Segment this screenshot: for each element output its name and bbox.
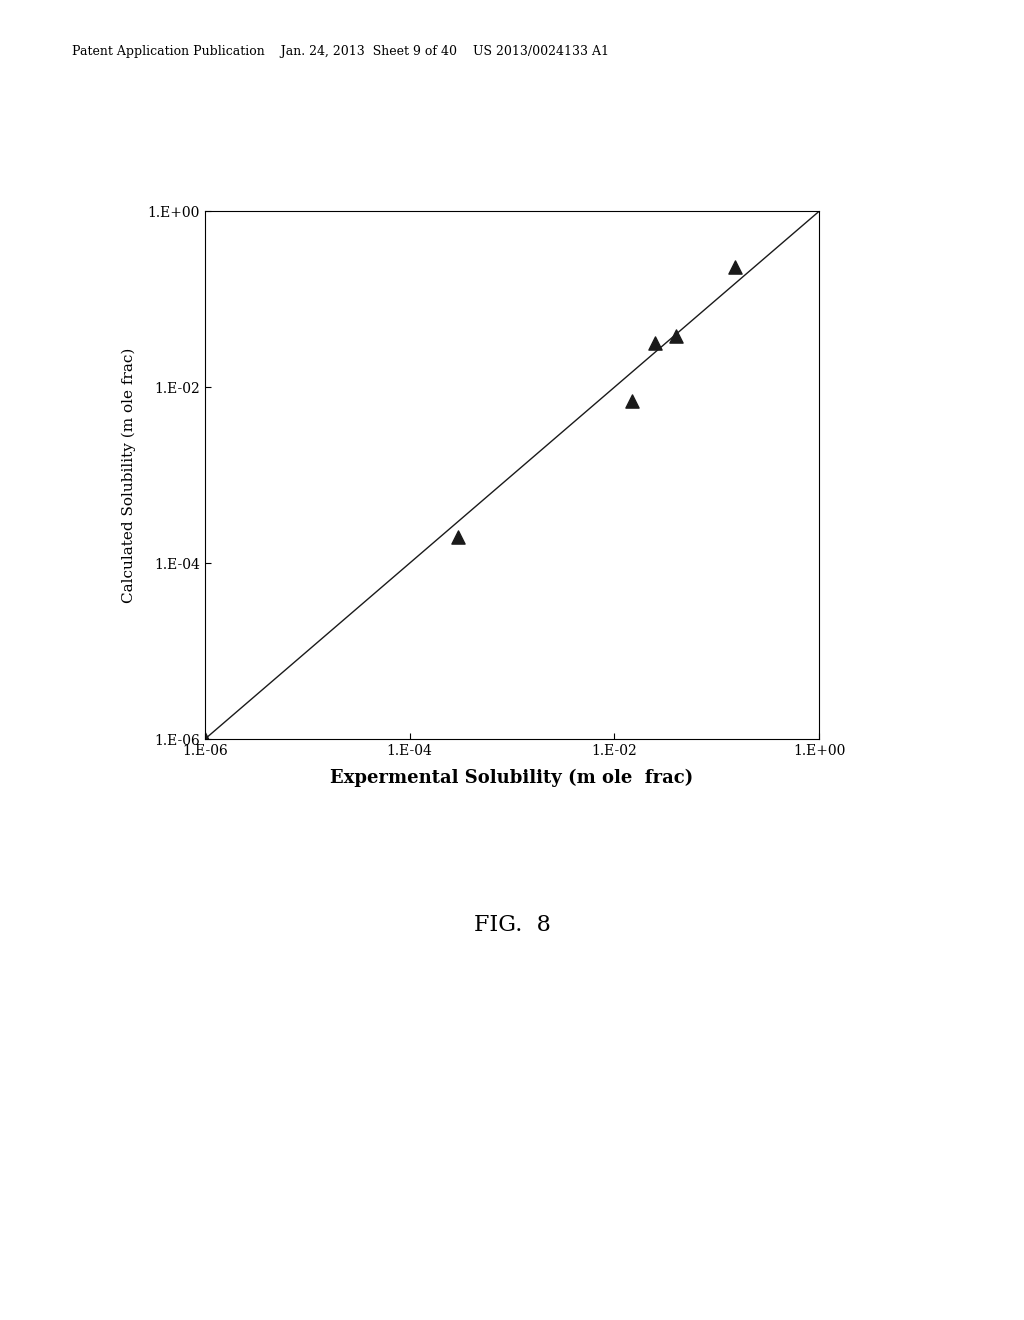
Point xyxy=(668,326,684,347)
Point xyxy=(727,257,743,279)
Text: Patent Application Publication    Jan. 24, 2013  Sheet 9 of 40    US 2013/002413: Patent Application Publication Jan. 24, … xyxy=(72,45,608,58)
X-axis label: Expermental Solubility (m ole  frac): Expermental Solubility (m ole frac) xyxy=(331,770,693,788)
Point xyxy=(197,729,213,750)
Point xyxy=(647,333,664,354)
Y-axis label: Calculated Solubility (m ole frac): Calculated Solubility (m ole frac) xyxy=(122,347,136,603)
Point xyxy=(625,391,641,412)
Text: FIG.  8: FIG. 8 xyxy=(473,913,551,936)
Point xyxy=(451,527,467,548)
